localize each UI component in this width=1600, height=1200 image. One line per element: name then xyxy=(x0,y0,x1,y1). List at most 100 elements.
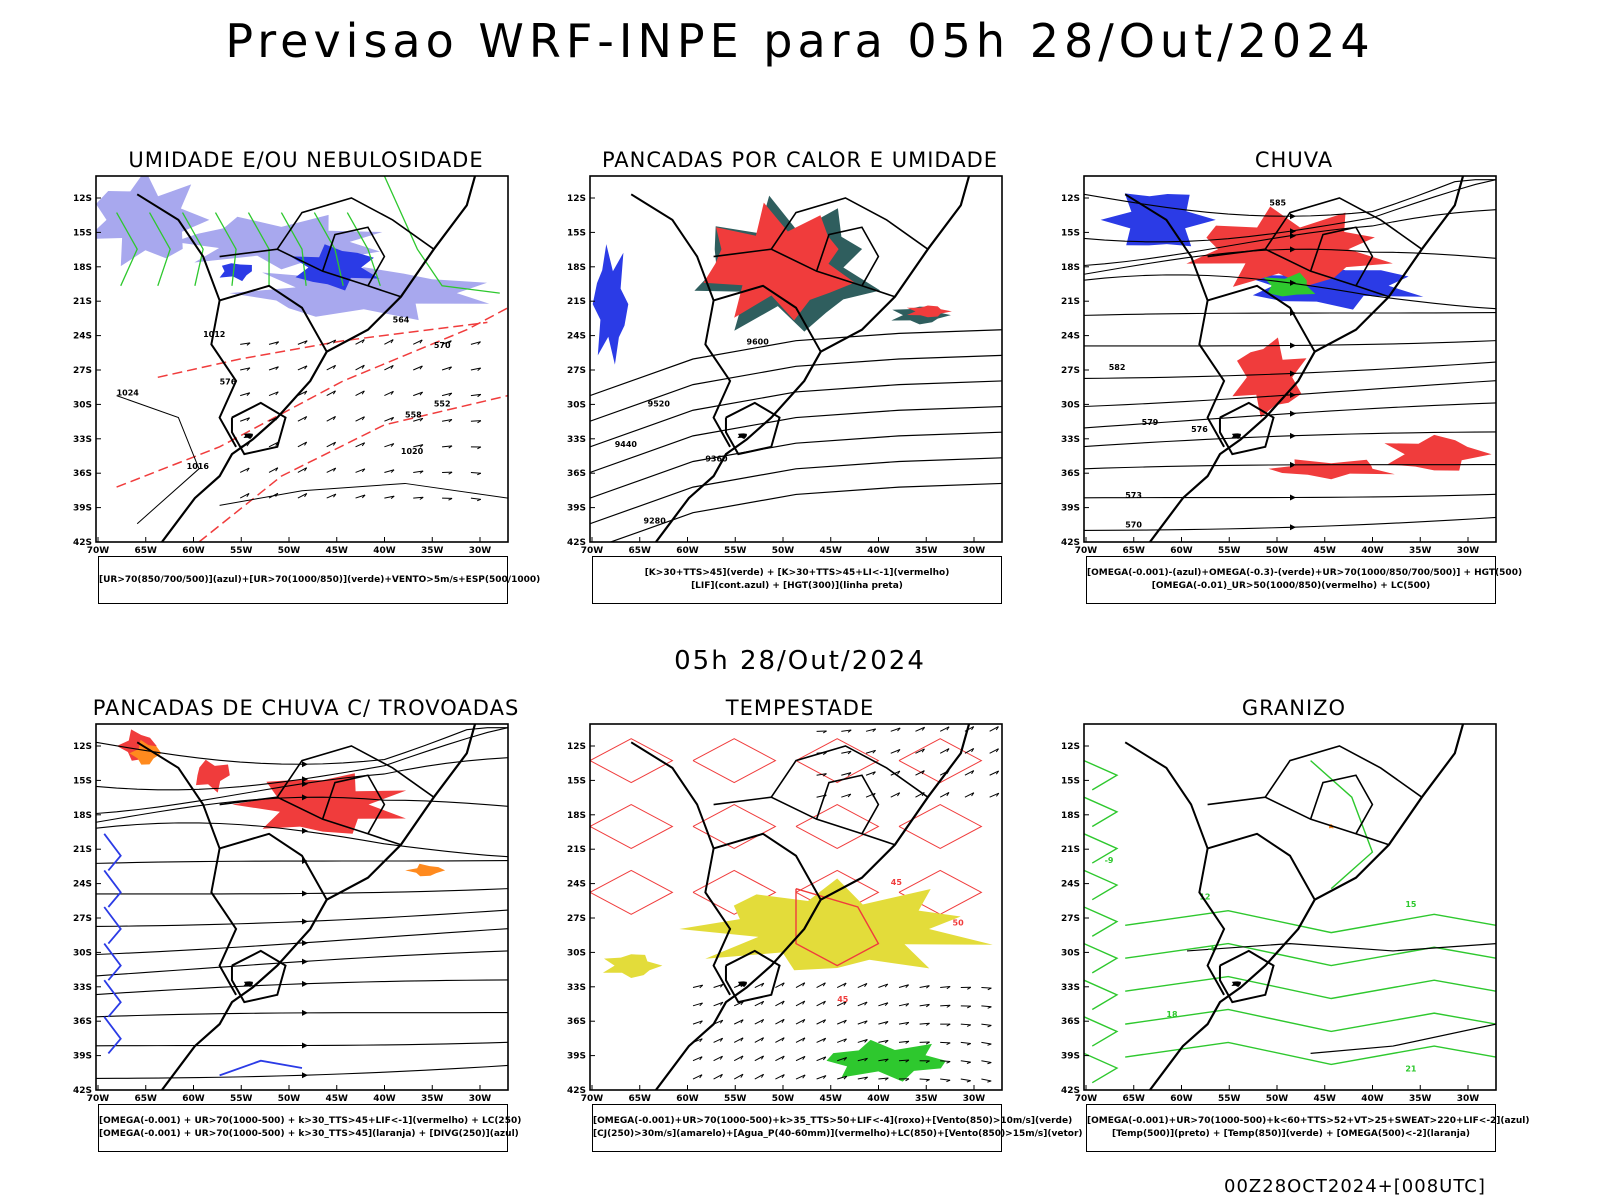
wind-vector xyxy=(470,367,481,371)
lon-tick-label: 70W xyxy=(87,546,110,556)
wind-vector-head xyxy=(781,1037,785,1042)
coastline xyxy=(655,176,971,542)
wind-vector xyxy=(878,1021,889,1025)
wind-vector xyxy=(326,364,336,371)
wind-vector xyxy=(413,470,424,473)
lon-tick-label: 70W xyxy=(581,1094,604,1104)
wind-vector xyxy=(326,416,336,422)
wind-vector xyxy=(960,1060,971,1063)
wind-vector-head xyxy=(884,1039,889,1044)
contour-label: 579 xyxy=(1142,418,1159,427)
lon-tick-label: 40W xyxy=(373,546,396,556)
wind-vector xyxy=(733,1073,744,1080)
wind-vector-head xyxy=(246,417,250,422)
streamline-arrow xyxy=(302,980,308,987)
contour-line xyxy=(1084,796,1119,828)
shaded-area xyxy=(96,176,210,267)
country-border xyxy=(630,193,732,448)
wind-vector xyxy=(836,982,847,988)
wind-vector xyxy=(890,749,901,754)
shaded-area xyxy=(129,739,162,765)
lat-tick-label: 12S xyxy=(567,194,586,204)
wind-vector-head xyxy=(995,792,1000,797)
contour-label: 573 xyxy=(1125,491,1142,500)
panel-title: PANCADAS DE CHUVA C/ TROVOADAS xyxy=(92,696,520,720)
lon-tick-label: 60W xyxy=(182,546,205,556)
wind-vector-head xyxy=(390,417,395,421)
lon-tick-label: 35W xyxy=(421,546,444,556)
contour-label: 576 xyxy=(220,378,237,387)
lon-tick-label: 40W xyxy=(1361,1094,1384,1104)
lat-tick-label: 36S xyxy=(567,469,586,479)
legend-line: [OMEGA(-0.001)+UR>70(1000-500)+k<60+TTS>… xyxy=(1087,1116,1530,1126)
wind-vector-head xyxy=(905,1059,910,1063)
wind-vector xyxy=(837,1057,847,1062)
wind-vector xyxy=(939,791,950,798)
lon-tick-label: 60W xyxy=(182,1094,205,1104)
wind-vector xyxy=(713,1001,724,1007)
wind-vector xyxy=(355,364,365,371)
lon-tick-label: 55W xyxy=(230,1094,253,1104)
legend-line: [CJ(250)>30m/s](amarelo)+[Agua_P(40-60mm… xyxy=(593,1129,1083,1139)
legend-line: [Temp(500)](preto) + [Temp(850)](verde) … xyxy=(1111,1129,1471,1139)
wind-vector xyxy=(355,468,366,473)
lat-tick-label: 42S xyxy=(1061,1086,1080,1096)
wind-vector-head xyxy=(390,443,395,447)
wind-vector-head xyxy=(946,986,951,990)
contour-line xyxy=(898,738,983,784)
wind-vector-head xyxy=(390,365,394,369)
wind-vector xyxy=(989,792,1000,798)
contour-label: 12 xyxy=(1199,893,1210,902)
contour-label: 582 xyxy=(1109,363,1126,372)
lon-tick-label: 40W xyxy=(373,1094,396,1104)
lat-tick-label: 36S xyxy=(73,1017,92,1027)
wind-vector-head xyxy=(966,1061,971,1064)
wind-vector xyxy=(297,340,308,345)
wind-vector xyxy=(898,1021,909,1025)
wind-vector xyxy=(960,1041,971,1044)
wind-vector xyxy=(857,1020,868,1025)
lat-tick-label: 30S xyxy=(567,948,586,958)
lat-tick-label: 18S xyxy=(567,263,586,273)
contour-label: 552 xyxy=(434,400,451,409)
wind-vector xyxy=(754,1000,764,1007)
lon-tick-label: 45W xyxy=(1314,1094,1337,1104)
contour-line xyxy=(1310,760,1374,890)
lon-tick-label: 60W xyxy=(676,546,699,556)
wind-vector xyxy=(384,416,394,422)
map-layers: 585 582 579 576 573 570 xyxy=(1084,176,1496,542)
wind-vector xyxy=(964,792,975,798)
contour-line xyxy=(103,979,122,1018)
wind-vector-head xyxy=(477,367,482,371)
streamline-arrow xyxy=(1290,246,1296,253)
lat-tick-label: 15S xyxy=(567,228,586,238)
panel-title: GRANIZO xyxy=(1241,696,1347,720)
map-tempestade: 45 45 50 12S 15S 18S 21S 24S 27S 30S 33S 36S 39S 42S7… xyxy=(567,723,1003,1104)
wind-vector xyxy=(775,1000,785,1007)
lat-tick-label: 27S xyxy=(1061,914,1080,924)
wind-vector-head xyxy=(925,1060,930,1064)
wind-vector-head xyxy=(719,984,724,988)
contour-label: 9440 xyxy=(615,440,638,449)
lat-tick-label: 39S xyxy=(567,504,586,514)
page-title: Previsao WRF-INPE para 05h 28/Out/2024 xyxy=(225,14,1375,68)
wind-vector-head xyxy=(971,792,975,797)
run-timestamp: 00Z28OCT2024+[008UTC] xyxy=(1224,1176,1486,1197)
lat-tick-label: 24S xyxy=(567,880,586,890)
wind-vector-head xyxy=(275,493,279,497)
wind-vector-head xyxy=(822,1019,826,1024)
wind-vector-head xyxy=(884,1058,889,1062)
lon-tick-label: 45W xyxy=(326,1094,349,1104)
legend-line: [OMEGA(-0.001) + UR>70(1000-500) + k>30_… xyxy=(99,1129,519,1139)
streamline-arrow xyxy=(1290,410,1296,417)
streamline-arrow xyxy=(302,794,308,801)
lon-tick-label: 60W xyxy=(1170,546,1193,556)
lat-tick-label: 36S xyxy=(1061,469,1080,479)
lat-tick-label: 21S xyxy=(567,845,586,855)
wind-vector-head xyxy=(971,726,975,731)
shaded-area xyxy=(196,759,230,793)
wind-vector-head xyxy=(847,729,852,733)
wind-vector xyxy=(795,1037,806,1043)
lon-tick-label: 30W xyxy=(469,1094,492,1104)
